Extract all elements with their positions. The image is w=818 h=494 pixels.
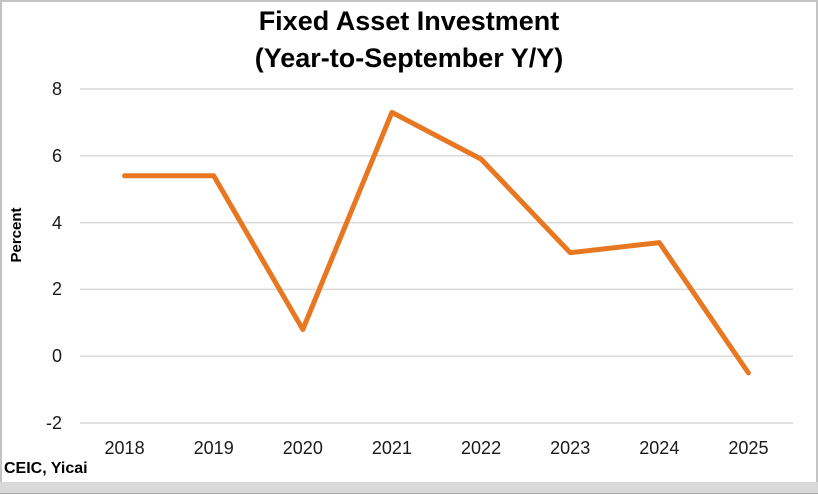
x-tick-label: 2020 [282,438,323,458]
x-tick-label: 2021 [371,438,412,458]
chart-title: Fixed Asset Investment (Year-to-Septembe… [0,3,818,77]
y-tick-label: -2 [45,413,62,433]
gridlines [80,88,793,424]
x-tick-label: 2024 [639,438,680,458]
y-tick-label: 0 [51,346,62,367]
y-tick-label: 4 [51,212,62,233]
y-tick-label: 8 [51,79,62,99]
data-series-line [122,109,751,376]
frame-border-right [816,0,818,494]
x-tick-label: 2023 [550,438,591,458]
y-tick-label: 2 [51,279,62,300]
bottom-bar [0,482,818,494]
y-tick-label: 6 [51,145,62,166]
x-tick-label: 2025 [728,438,769,458]
chart-title-line1: Fixed Asset Investment [258,6,560,36]
source-note: CEIC, Yicai [4,460,88,477]
frame-border-left [0,0,2,494]
frame-border-top [0,0,818,2]
chart-title-line2: (Year-to-September Y/Y) [254,43,564,73]
x-tick-label: 2022 [461,438,502,458]
x-tick-label: 2018 [104,438,145,458]
x-tick-label: 2019 [193,438,234,458]
